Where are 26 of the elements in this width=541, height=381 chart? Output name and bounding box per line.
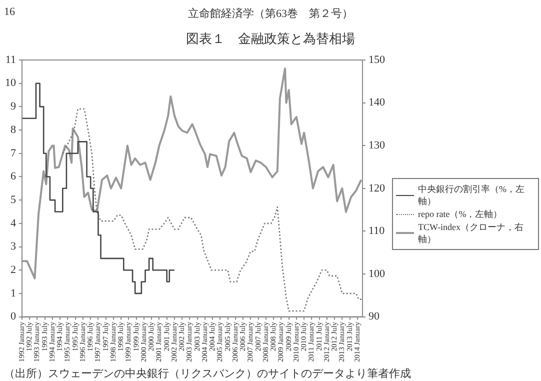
y2-tick-label: 120 [368, 182, 386, 194]
y2-tick-label: 130 [368, 139, 386, 152]
y-tick-label: 8 [10, 124, 16, 136]
y-tick-label: 7 [10, 147, 16, 160]
y2-tick-label: 150 [368, 54, 386, 66]
y-tick-label: 11 [5, 54, 16, 66]
y-tick-label: 1 [10, 287, 16, 300]
text: 立命館経済学（第63巻 第２号） [188, 8, 353, 20]
y2-tick-label: 90 [368, 310, 380, 323]
y-tick-label: 5 [10, 194, 16, 206]
y2-tick-label: 100 [368, 268, 386, 280]
text: （出所）スウェーデンの中央銀行（リクスバンク）のサイトのデータより筆者作成 [4, 367, 411, 381]
y2-tick-label: 110 [368, 225, 386, 238]
y-tick-label: 9 [10, 100, 16, 113]
line-series [62, 108, 362, 312]
y-tick-label: 6 [10, 170, 16, 183]
y-tick-label: 10 [5, 77, 16, 90]
chart-title: 図表１ 金融政策と為替相場 [185, 30, 356, 48]
y2-tick-label: 140 [368, 96, 386, 109]
y-tick-label: 2 [10, 264, 16, 276]
y-tick-label: 3 [10, 240, 16, 253]
text: 16 [4, 6, 15, 18]
legend-label: TCW-index（クローナ，右軸） [418, 221, 524, 245]
y-tick-label: 0 [10, 310, 16, 323]
legend-label: repo rate（%，左軸） [418, 208, 502, 220]
y-tick-label: 4 [10, 217, 16, 230]
